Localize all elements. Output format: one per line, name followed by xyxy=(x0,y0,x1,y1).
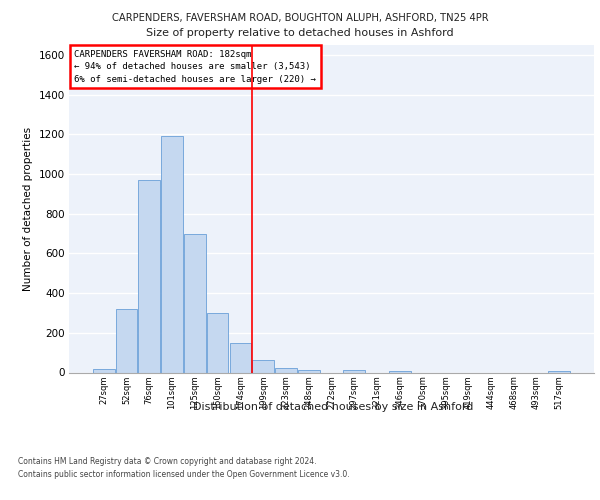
Y-axis label: Number of detached properties: Number of detached properties xyxy=(23,126,33,291)
Text: Contains HM Land Registry data © Crown copyright and database right 2024.: Contains HM Land Registry data © Crown c… xyxy=(18,458,317,466)
Bar xyxy=(343,370,365,372)
Bar xyxy=(161,136,183,372)
Text: Contains public sector information licensed under the Open Government Licence v3: Contains public sector information licen… xyxy=(18,470,350,479)
Bar xyxy=(184,234,206,372)
Bar xyxy=(207,313,229,372)
Text: Distribution of detached houses by size in Ashford: Distribution of detached houses by size … xyxy=(193,402,473,412)
Text: Size of property relative to detached houses in Ashford: Size of property relative to detached ho… xyxy=(146,28,454,38)
Bar xyxy=(139,180,160,372)
Bar xyxy=(548,370,570,372)
Bar xyxy=(298,370,320,372)
Bar xyxy=(116,309,137,372)
Text: CARPENDERS, FAVERSHAM ROAD, BOUGHTON ALUPH, ASHFORD, TN25 4PR: CARPENDERS, FAVERSHAM ROAD, BOUGHTON ALU… xyxy=(112,12,488,22)
Bar xyxy=(275,368,297,372)
Bar xyxy=(93,368,115,372)
Bar xyxy=(230,342,251,372)
Bar xyxy=(253,360,274,372)
Bar xyxy=(389,370,410,372)
Text: CARPENDERS FAVERSHAM ROAD: 182sqm
← 94% of detached houses are smaller (3,543)
6: CARPENDERS FAVERSHAM ROAD: 182sqm ← 94% … xyxy=(74,50,316,84)
